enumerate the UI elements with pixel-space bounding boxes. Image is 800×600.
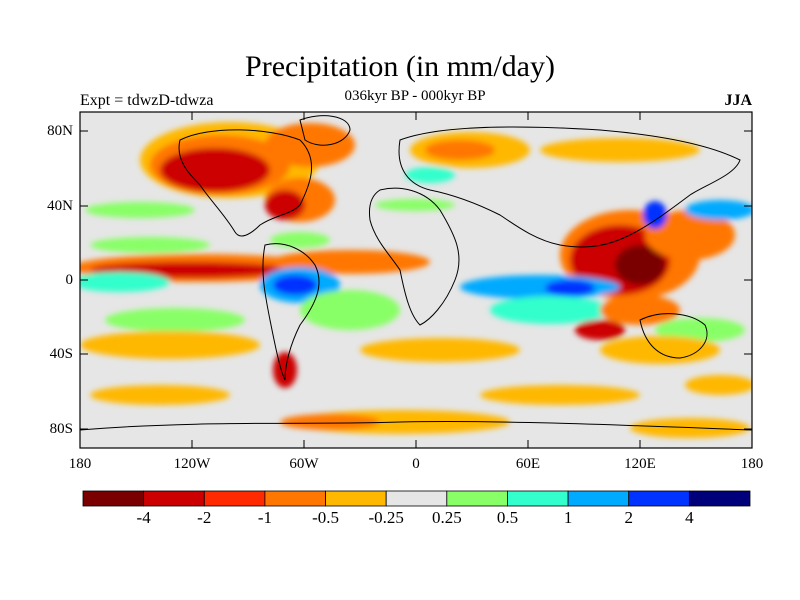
colorbar-swatch (325, 490, 387, 507)
lat-label-40n: 40N (47, 198, 73, 214)
colorbar-label: 1 (563, 508, 573, 527)
colorbar-swatch (567, 490, 630, 507)
lat-label-40s: 40S (49, 346, 73, 362)
colorbar-swatch (143, 490, 205, 507)
australia-outline (639, 313, 708, 359)
lat-label-80s: 80S (49, 421, 73, 437)
lon-label-0: 0 (412, 456, 420, 472)
season-label: JJA (724, 92, 752, 109)
lat-label-80n: 80N (47, 123, 73, 139)
colorbar-label: 0.5 (496, 508, 519, 527)
colorbar-label: 4 (685, 508, 694, 527)
lon-label-120e: 120E (624, 456, 656, 472)
colorbar-label: 2 (624, 508, 633, 527)
colorbar-label: -0.5 (312, 508, 339, 527)
colorbar-label: -1 (257, 508, 272, 527)
colorbar (82, 490, 751, 507)
greenland-outline (299, 115, 351, 146)
anomaly-patches (80, 122, 752, 438)
coastlines (80, 115, 752, 431)
colorbar-swatch (264, 490, 326, 507)
colorbar-swatch (628, 490, 690, 507)
lon-label-180e: 180 (740, 456, 764, 472)
africa-outline (369, 187, 460, 326)
colorbar-swatch (688, 490, 751, 507)
lon-label-60e: 60E (515, 456, 541, 472)
colorbar-label: -4 (136, 508, 151, 527)
colorbar-swatch (385, 490, 448, 507)
lon-label-60w: 60W (289, 456, 319, 472)
experiment-label: Expt = tdwzD-tdwza (80, 92, 214, 109)
colorbar-label: -2 (197, 508, 212, 527)
map-subtitle: 036kyr BP - 000kyr BP (344, 88, 486, 104)
lat-label-0: 0 (65, 272, 74, 288)
antarctica-outline (80, 421, 752, 431)
colorbar-swatch (203, 490, 266, 507)
south-america-outline (262, 243, 320, 381)
tick-marks (79, 112, 753, 448)
colorbar-swatch (446, 490, 508, 507)
lon-label-120w: 120W (173, 456, 211, 472)
colorbar-label: 0.25 (431, 508, 462, 527)
colorbar-swatch (507, 490, 569, 507)
north-america-outline (178, 129, 313, 237)
lon-label-180w: 180 (68, 456, 92, 472)
colorbar-label: -0.25 (368, 508, 404, 527)
colorbar-swatch (82, 490, 145, 507)
eurasia-outline (398, 126, 741, 248)
precipitation-field (80, 112, 752, 448)
map-title: Precipitation (in mm/day) (245, 50, 555, 83)
